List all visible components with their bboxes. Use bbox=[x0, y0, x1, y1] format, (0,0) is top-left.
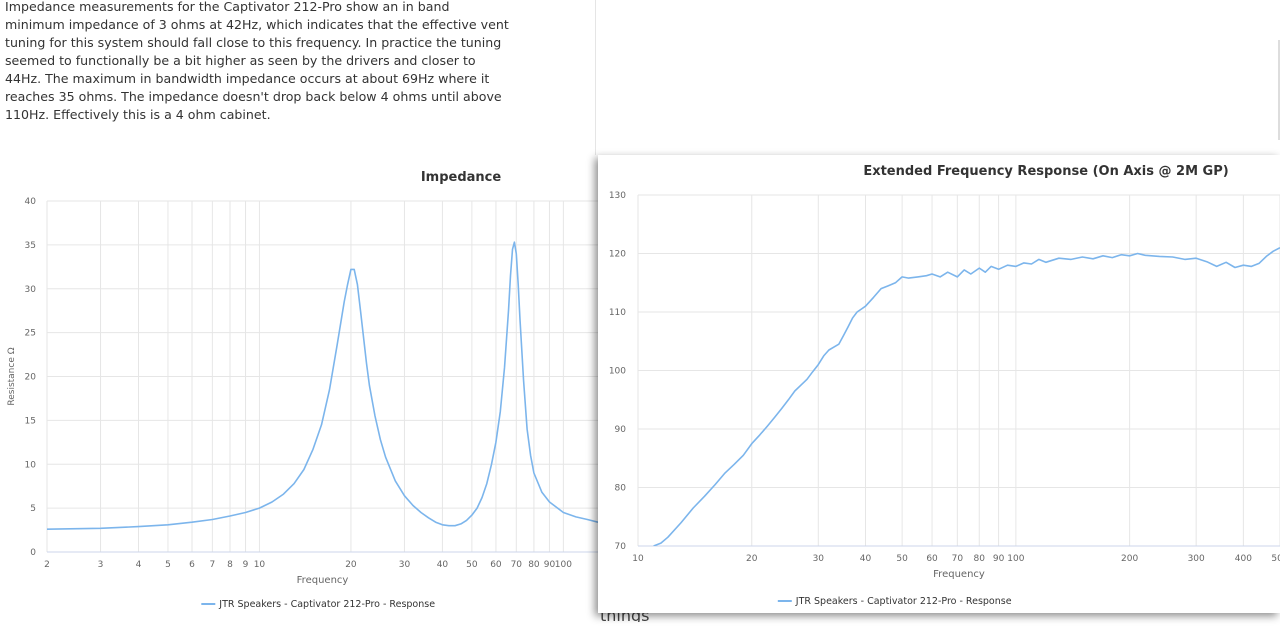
y-tick-label: 110 bbox=[609, 308, 626, 318]
x-tick-label: 8 bbox=[227, 560, 233, 570]
y-tick-label: 80 bbox=[615, 484, 627, 494]
y-tick-label: 0 bbox=[30, 548, 36, 558]
frequency-response-chart: Extended Frequency Response (On Axis @ 2… bbox=[598, 155, 1280, 613]
y-tick-label: 10 bbox=[25, 460, 37, 470]
x-tick-label: 100 bbox=[555, 560, 572, 570]
x-tick-label: 10 bbox=[632, 554, 644, 564]
x-tick-label: 50 bbox=[896, 554, 908, 564]
series-line bbox=[653, 246, 1280, 546]
x-tick-label: 60 bbox=[926, 554, 938, 564]
chart-title: Impedance bbox=[421, 170, 502, 185]
x-tick-label: 200 bbox=[1121, 554, 1138, 564]
x-tick-label: 400 bbox=[1235, 554, 1252, 564]
legend-item: JTR Speakers - Captivator 212-Pro - Resp… bbox=[777, 596, 1012, 607]
x-tick-label: 3 bbox=[98, 560, 104, 570]
chart-title: Extended Frequency Response (On Axis @ 2… bbox=[863, 164, 1228, 179]
impedance-chart-svg: Impedance 0 5 10 15 20 25 30 35 40 2 3 4 5 6 7 8 9 10 20 30 4… bbox=[7, 170, 598, 610]
x-tick-label: 50 bbox=[466, 560, 478, 570]
x-tick-label: 80 bbox=[974, 554, 986, 564]
y-tick-label: 100 bbox=[609, 367, 626, 377]
legend-label: JTR Speakers - Captivator 212-Pro - Resp… bbox=[795, 596, 1012, 607]
y-tick-label: 90 bbox=[615, 425, 627, 435]
y-tick-label: 15 bbox=[25, 416, 36, 426]
x-tick-label: 70 bbox=[511, 560, 523, 570]
x-tick-label: 90 bbox=[993, 554, 1005, 564]
x-tick-label: 40 bbox=[437, 560, 449, 570]
y-axis-title: Resistance Ω bbox=[7, 347, 17, 405]
panel-edge bbox=[1278, 40, 1280, 140]
x-tick-label: 2 bbox=[44, 560, 50, 570]
y-tick-label: 20 bbox=[25, 373, 37, 383]
y-tick-label: 5 bbox=[30, 504, 36, 514]
legend-label: JTR Speakers - Captivator 212-Pro - Resp… bbox=[218, 599, 435, 610]
x-tick-label: 70 bbox=[952, 554, 964, 564]
y-tick-label: 30 bbox=[25, 285, 37, 295]
y-tick-label: 120 bbox=[609, 250, 626, 260]
y-tick-label: 25 bbox=[25, 329, 36, 339]
x-axis-title: Frequency bbox=[297, 575, 349, 586]
y-tick-label: 35 bbox=[25, 241, 36, 251]
x-tick-label: 20 bbox=[345, 560, 357, 570]
x-tick-label: 300 bbox=[1188, 554, 1205, 564]
x-tick-label: 100 bbox=[1007, 554, 1024, 564]
x-tick-label: 30 bbox=[813, 554, 825, 564]
impedance-chart: Impedance 0 5 10 15 20 25 30 35 40 2 3 4 5 6 7 8 9 10 20 30 4… bbox=[0, 160, 600, 622]
series-line bbox=[47, 241, 598, 530]
background-panel bbox=[595, 0, 1280, 155]
frequency-response-chart-svg: Extended Frequency Response (On Axis @ 2… bbox=[609, 164, 1280, 607]
x-tick-label: 20 bbox=[746, 554, 758, 564]
y-tick-label: 70 bbox=[615, 542, 627, 552]
x-tick-label: 60 bbox=[490, 560, 502, 570]
y-tick-label: 40 bbox=[25, 197, 37, 207]
x-tick-label: 5 bbox=[165, 560, 171, 570]
x-tick-label: 4 bbox=[136, 560, 142, 570]
x-tick-label: 40 bbox=[860, 554, 872, 564]
x-tick-label: 30 bbox=[399, 560, 411, 570]
legend-item: JTR Speakers - Captivator 212-Pro - Resp… bbox=[201, 599, 435, 610]
x-tick-label: 80 bbox=[528, 560, 540, 570]
article-paragraph: Impedance measurements for the Captivato… bbox=[5, 0, 509, 122]
x-axis-title: Frequency bbox=[933, 569, 985, 580]
x-tick-label: 90 bbox=[544, 560, 556, 570]
x-tick-label: 9 bbox=[243, 560, 249, 570]
x-tick-label: 10 bbox=[254, 560, 266, 570]
x-tick-label: 7 bbox=[209, 560, 215, 570]
x-tick-label: 6 bbox=[189, 560, 195, 570]
x-tick-label: 500 bbox=[1271, 554, 1280, 564]
y-tick-label: 130 bbox=[609, 191, 626, 201]
